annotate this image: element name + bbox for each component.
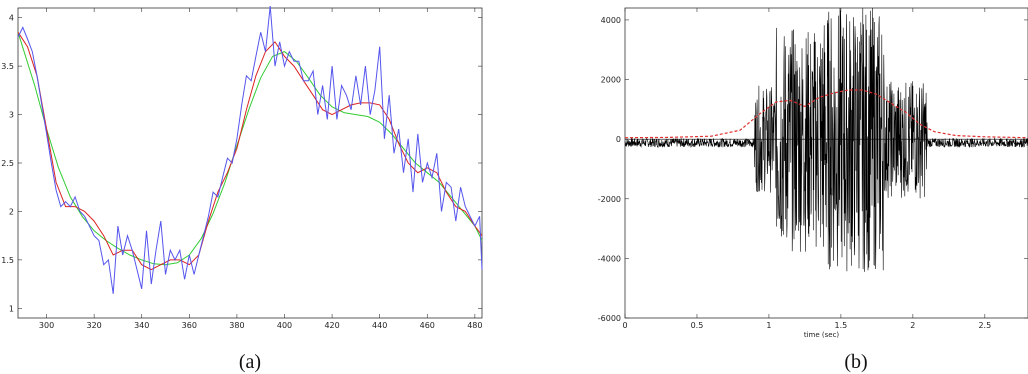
x-tick-label: 300 [39,321,54,330]
y-tick-label: -4000 [598,254,621,263]
x-tick-label: 420 [324,321,339,330]
y-tick-label: 3.5 [1,62,14,71]
y-tick-label: 2000 [601,76,621,85]
plot-area [624,7,1028,319]
x-tick-label: 320 [87,321,102,330]
x-tick-label: 340 [134,321,149,330]
x-tick-label: 0.5 [691,321,704,330]
plot-area [17,7,483,319]
series-line-1 [17,31,483,271]
y-tick-label: 4000 [601,16,621,25]
y-tick-label: 2 [9,207,14,216]
x-tick-label: 1.5 [835,321,848,330]
y-tick-label: 1.5 [1,256,14,265]
series-line-0 [17,6,483,294]
x-tick-label: 2.5 [978,321,991,330]
x-tick-label: 440 [372,321,387,330]
y-tick-label: 3 [9,111,14,120]
x-tick-label: 0 [622,321,627,330]
x-tick-label: 360 [182,321,197,330]
x-tick-label: 2 [910,321,915,330]
y-tick-label: -6000 [598,314,621,323]
x-tick-label: 1 [766,321,771,330]
signal-line [624,7,1028,272]
x-tick-label: 400 [277,321,292,330]
y-tick-label: -2000 [598,195,621,204]
chart-panel-a: 300 320 340 360 380 400 420 440 460 480 1 1.5 2 2.5 3 3… [1,6,483,330]
caption-b: (b) [844,351,867,373]
series-line-2 [17,32,483,266]
y-tick-label: 0 [616,135,621,144]
y-tick-label: 4 [9,14,14,23]
x-tick-label: 460 [420,321,435,330]
envelope-line [624,89,1028,139]
x-axis-label: time (sec) [804,331,840,339]
caption-a: (a) [239,351,261,373]
y-tick-label: 1 [9,304,14,313]
y-tick-label: 2.5 [1,159,14,168]
x-tick-label: 380 [229,321,244,330]
chart-panel-b: 0 0.5 1 1.5 2 2.5 -6000 -4000 -2000 0 2000 4000 time… [598,7,1028,339]
x-tick-label: 480 [467,321,482,330]
